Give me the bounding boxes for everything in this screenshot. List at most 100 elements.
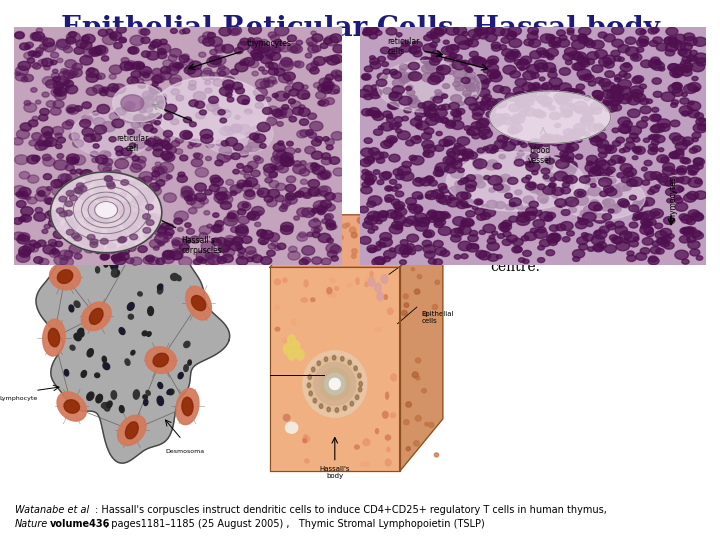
Circle shape: [308, 189, 318, 197]
Circle shape: [253, 184, 260, 189]
Ellipse shape: [184, 341, 190, 348]
Circle shape: [73, 224, 78, 228]
Circle shape: [545, 156, 552, 160]
Circle shape: [66, 179, 73, 184]
Circle shape: [474, 75, 487, 83]
Circle shape: [529, 184, 542, 193]
Circle shape: [642, 117, 649, 122]
Circle shape: [60, 204, 68, 210]
Circle shape: [210, 184, 220, 192]
Circle shape: [388, 53, 397, 60]
Circle shape: [75, 188, 83, 194]
Circle shape: [148, 214, 161, 222]
Circle shape: [65, 210, 73, 216]
Circle shape: [395, 207, 407, 216]
Circle shape: [444, 214, 451, 218]
Circle shape: [225, 137, 238, 146]
Circle shape: [646, 221, 653, 226]
Circle shape: [680, 98, 689, 104]
Circle shape: [248, 38, 254, 42]
Circle shape: [449, 194, 456, 200]
Circle shape: [143, 105, 153, 112]
Circle shape: [530, 51, 541, 59]
Circle shape: [624, 63, 631, 68]
Circle shape: [100, 239, 108, 244]
Circle shape: [200, 130, 213, 139]
Circle shape: [415, 136, 420, 140]
Circle shape: [690, 212, 703, 221]
Circle shape: [253, 46, 264, 55]
Circle shape: [28, 51, 35, 56]
Circle shape: [364, 216, 378, 225]
Circle shape: [395, 191, 404, 197]
Circle shape: [640, 30, 646, 34]
Circle shape: [546, 189, 552, 193]
Circle shape: [219, 27, 231, 36]
Circle shape: [451, 235, 461, 242]
Circle shape: [289, 99, 295, 104]
Circle shape: [415, 116, 422, 121]
Circle shape: [496, 176, 505, 183]
Circle shape: [650, 146, 658, 152]
Circle shape: [505, 204, 515, 211]
Circle shape: [395, 245, 408, 254]
Circle shape: [464, 97, 477, 105]
Circle shape: [157, 226, 167, 233]
Circle shape: [418, 103, 426, 108]
Circle shape: [493, 99, 507, 108]
Circle shape: [435, 90, 441, 94]
Circle shape: [541, 101, 549, 106]
Circle shape: [587, 156, 598, 163]
Circle shape: [596, 172, 609, 181]
Text: Hassall's
body: Hassall's body: [320, 465, 350, 478]
Ellipse shape: [104, 261, 108, 267]
Circle shape: [270, 35, 279, 41]
Circle shape: [143, 214, 150, 219]
Circle shape: [207, 57, 221, 67]
Ellipse shape: [384, 294, 388, 300]
Circle shape: [511, 97, 518, 101]
Circle shape: [268, 32, 276, 38]
Ellipse shape: [324, 373, 346, 395]
Circle shape: [165, 104, 177, 113]
Circle shape: [30, 246, 38, 252]
Circle shape: [634, 146, 645, 154]
Circle shape: [368, 196, 382, 205]
Circle shape: [364, 93, 372, 100]
Circle shape: [693, 213, 703, 221]
Circle shape: [390, 211, 402, 219]
Circle shape: [179, 257, 192, 266]
Circle shape: [271, 47, 281, 53]
Circle shape: [495, 140, 507, 149]
Circle shape: [650, 247, 661, 254]
Text: reticular
cells: reticular cells: [387, 37, 420, 56]
Circle shape: [108, 84, 119, 92]
Circle shape: [588, 168, 601, 178]
Circle shape: [509, 216, 518, 222]
Circle shape: [493, 85, 504, 92]
Circle shape: [544, 90, 549, 94]
Circle shape: [141, 190, 156, 200]
Circle shape: [166, 224, 174, 230]
Circle shape: [257, 230, 266, 235]
Circle shape: [435, 109, 447, 117]
Circle shape: [546, 212, 556, 219]
Text: : Hassall's corpuscles instruct dendritic cells to induce CD4+CD25+ regulatory T: : Hassall's corpuscles instruct dendriti…: [95, 505, 607, 515]
Circle shape: [546, 234, 559, 243]
Circle shape: [310, 122, 323, 131]
Circle shape: [413, 51, 422, 57]
Circle shape: [31, 87, 37, 92]
Circle shape: [24, 52, 34, 59]
Circle shape: [202, 32, 213, 39]
Circle shape: [400, 240, 408, 245]
Ellipse shape: [354, 444, 360, 449]
Circle shape: [480, 101, 487, 105]
Circle shape: [64, 251, 73, 257]
Circle shape: [459, 150, 467, 155]
Circle shape: [315, 137, 323, 142]
Circle shape: [556, 224, 566, 231]
Circle shape: [633, 137, 640, 142]
Circle shape: [523, 259, 529, 264]
Circle shape: [595, 50, 607, 58]
Circle shape: [688, 101, 694, 105]
